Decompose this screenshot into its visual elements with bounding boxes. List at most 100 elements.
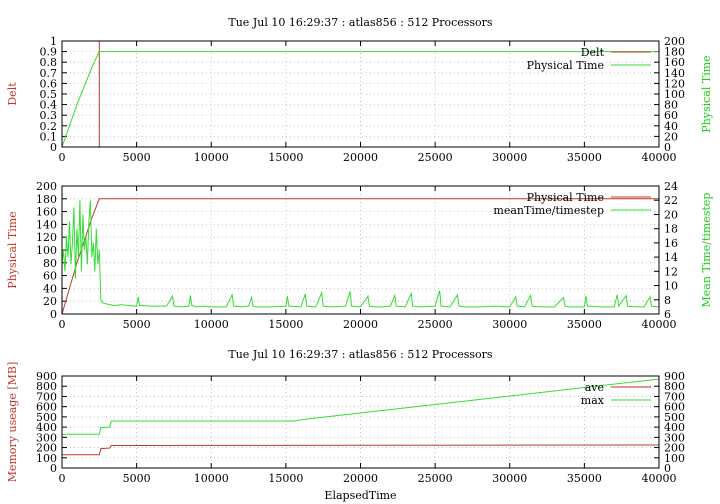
x-tick-label-0-6: 30000: [492, 151, 527, 164]
y-right-tick-label-2-6: 600: [664, 401, 685, 414]
y-left-tick-label-0-10: 1: [50, 35, 57, 48]
y-left-tick-label-0-5: 0.5: [40, 88, 58, 101]
y-left-tick-label-0-0: 0: [50, 141, 57, 154]
y-left-tick-label-0-7: 0.7: [40, 67, 58, 80]
y-right-tick-label-1-3: 12: [664, 265, 678, 278]
y-right-tick-label-2-3: 300: [664, 431, 685, 444]
y-right-tick-label-2-5: 500: [664, 411, 685, 424]
y-left-axis-label-0: Delt: [6, 82, 19, 106]
y-left-tick-label-0-3: 0.3: [40, 109, 58, 122]
y-right-tick-label-0-8: 160: [664, 56, 685, 69]
legend-label-2-0: ave: [585, 381, 604, 394]
y-right-tick-label-0-5: 100: [664, 88, 685, 101]
x-tick-label-1-7: 35000: [567, 318, 602, 331]
legend-label-1-0: Physical Time: [527, 191, 604, 204]
chart-title-0: Tue Jul 10 16:29:37 : atlas856 : 512 Pro…: [228, 16, 493, 29]
y-right-axis-label-1: Mean Time/timestep: [700, 193, 713, 308]
y-right-tick-label-1-9: 24: [664, 180, 678, 193]
y-right-tick-label-1-8: 22: [664, 194, 678, 207]
series-line-1-1: [61, 200, 660, 308]
y-left-tick-label-2-8: 800: [36, 380, 57, 393]
y-left-tick-label-2-9: 900: [36, 370, 57, 383]
x-tick-label-2-1: 5000: [123, 472, 151, 485]
legend-label-0-1: Physical Time: [527, 59, 604, 72]
legend-label-2-1: max: [581, 394, 605, 407]
y-left-tick-label-1-6: 120: [36, 231, 57, 244]
y-left-tick-label-1-0: 0: [50, 308, 57, 321]
x-tick-label-2-7: 35000: [567, 472, 602, 485]
x-tick-label-1-6: 30000: [492, 318, 527, 331]
x-tick-label-0-7: 35000: [567, 151, 602, 164]
y-right-tick-label-0-2: 40: [664, 120, 678, 133]
y-left-tick-label-0-6: 0.6: [40, 77, 58, 90]
y-left-tick-label-2-4: 400: [36, 421, 57, 434]
legend-label-1-1: meanTime/timestep: [493, 204, 604, 217]
y-left-tick-label-1-4: 80: [43, 257, 57, 270]
x-tick-label-2-0: 0: [59, 472, 66, 485]
series-line-0-1: [61, 51, 659, 148]
y-left-tick-label-1-1: 20: [43, 295, 57, 308]
x-tick-label-2-6: 30000: [492, 472, 527, 485]
y-right-tick-label-0-3: 60: [664, 109, 678, 122]
series-line-2-0: [62, 444, 660, 456]
y-right-tick-label-1-5: 16: [664, 237, 678, 250]
y-left-tick-label-0-2: 0.2: [40, 120, 58, 133]
chart-title-2: Tue Jul 10 16:29:37 : atlas856 : 512 Pro…: [228, 348, 493, 361]
x-tick-label-2-3: 15000: [268, 472, 303, 485]
y-left-tick-label-2-2: 200: [36, 442, 57, 455]
plot-frame-0: [61, 40, 660, 148]
y-right-tick-label-2-7: 700: [664, 390, 685, 403]
x-tick-label-1-3: 15000: [268, 318, 303, 331]
y-left-tick-label-2-5: 500: [36, 411, 57, 424]
y-left-tick-label-0-9: 0.9: [40, 46, 58, 59]
x-tick-label-1-4: 20000: [343, 318, 378, 331]
y-right-tick-label-0-6: 120: [664, 77, 685, 90]
y-right-axis-label-0: Physical Time: [700, 55, 713, 132]
x-tick-label-2-4: 20000: [343, 472, 378, 485]
plot-frame-1: [61, 185, 660, 315]
y-left-axis-label-2: Memory useage [MB]: [6, 362, 19, 483]
legend-label-0-0: Delt: [581, 46, 605, 59]
y-left-tick-label-1-10: 200: [36, 180, 57, 193]
y-right-tick-label-2-4: 400: [664, 421, 685, 434]
y-right-tick-label-2-9: 900: [664, 370, 685, 383]
x-tick-label-2-5: 25000: [418, 472, 453, 485]
x-tick-label-0-2: 10000: [194, 151, 229, 164]
x-axis-label-2: ElapsedTime: [324, 489, 396, 502]
y-right-tick-label-1-0: 6: [664, 308, 671, 321]
x-tick-label-1-1: 5000: [123, 318, 151, 331]
y-right-tick-label-2-0: 0: [664, 462, 671, 475]
y-left-tick-label-1-2: 40: [43, 282, 57, 295]
y-left-tick-label-2-1: 100: [36, 452, 57, 465]
y-right-tick-label-0-4: 80: [664, 99, 678, 112]
y-left-tick-label-2-7: 700: [36, 390, 57, 403]
y-right-tick-label-2-1: 100: [664, 452, 685, 465]
y-right-tick-label-0-0: 0: [664, 141, 671, 154]
y-left-tick-label-1-7: 140: [36, 218, 57, 231]
x-tick-label-0-8: 40000: [642, 151, 677, 164]
series-line-2-1: [62, 378, 660, 435]
y-right-tick-label-0-9: 180: [664, 46, 685, 59]
y-left-tick-label-2-0: 0: [50, 462, 57, 475]
plot-frame-2: [61, 375, 660, 469]
x-tick-label-1-8: 40000: [642, 318, 677, 331]
x-tick-label-0-3: 15000: [268, 151, 303, 164]
y-right-tick-label-1-2: 10: [664, 280, 678, 293]
y-right-tick-label-1-4: 14: [664, 251, 678, 264]
x-tick-label-2-8: 40000: [642, 472, 677, 485]
y-left-tick-label-0-4: 0.4: [40, 99, 58, 112]
y-right-tick-label-0-1: 20: [664, 130, 678, 143]
y-left-tick-label-0-1: 0.1: [40, 130, 58, 143]
x-tick-label-1-0: 0: [59, 318, 66, 331]
y-right-tick-label-1-6: 18: [664, 223, 678, 236]
y-left-tick-label-0-8: 0.8: [40, 56, 58, 69]
x-tick-label-0-1: 5000: [123, 151, 151, 164]
y-left-tick-label-1-9: 180: [36, 193, 57, 206]
y-left-tick-label-2-3: 300: [36, 431, 57, 444]
x-tick-label-0-4: 20000: [343, 151, 378, 164]
y-right-tick-label-0-7: 140: [664, 67, 685, 80]
y-right-tick-label-1-7: 20: [664, 208, 678, 221]
y-left-tick-label-1-3: 60: [43, 270, 57, 283]
x-tick-label-1-2: 10000: [194, 318, 229, 331]
